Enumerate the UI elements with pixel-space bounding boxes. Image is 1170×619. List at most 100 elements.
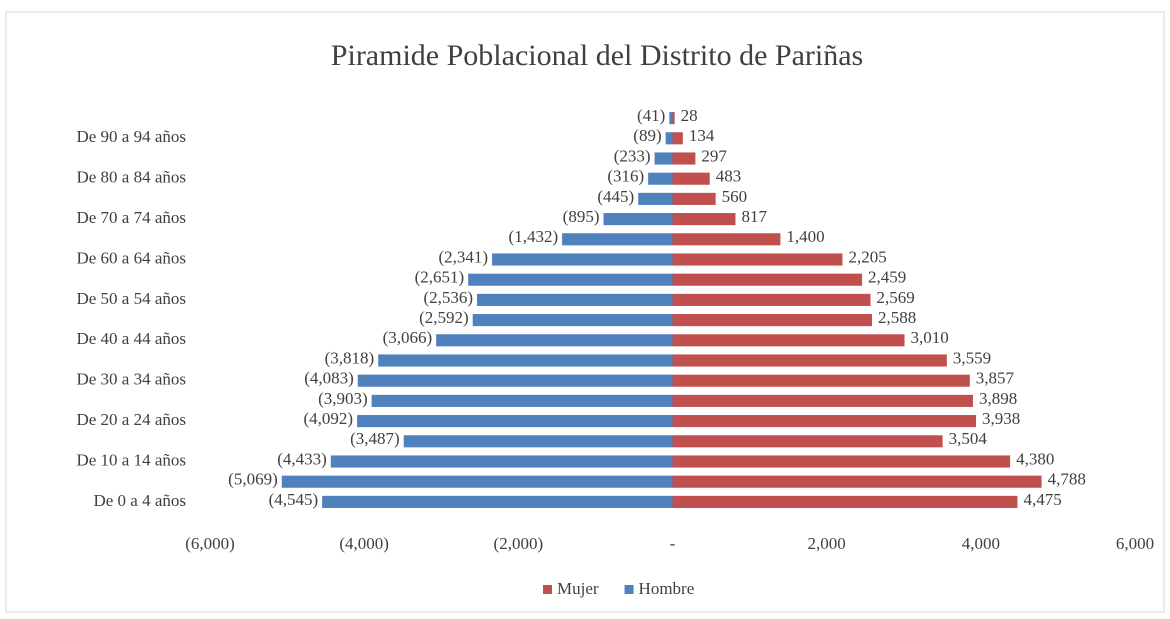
bar xyxy=(672,172,710,185)
bar xyxy=(672,112,675,125)
x-tick-label: - xyxy=(670,534,676,553)
y-tick-label: De 30 a 34 años xyxy=(76,370,186,389)
bar xyxy=(672,253,843,266)
bar xyxy=(603,213,673,226)
bar xyxy=(357,374,673,387)
bar xyxy=(672,334,905,347)
bar xyxy=(672,132,683,145)
data-label: 2,459 xyxy=(868,268,906,287)
bar xyxy=(672,152,696,165)
chart-title: Piramide Poblacional del Distrito de Par… xyxy=(331,39,863,72)
data-label: (2,536) xyxy=(423,288,473,307)
y-tick-label: De 90 a 94 años xyxy=(76,127,186,146)
data-label: (3,818) xyxy=(325,348,375,367)
data-label: (2,341) xyxy=(438,247,488,266)
y-tick-label: De 40 a 44 años xyxy=(76,329,186,348)
bar xyxy=(562,233,673,246)
data-label: 3,857 xyxy=(976,369,1015,388)
bar xyxy=(669,112,673,125)
y-tick-label: De 50 a 54 años xyxy=(76,289,186,308)
data-label: 3,938 xyxy=(982,409,1020,428)
data-label: 560 xyxy=(722,187,748,206)
data-label: (89) xyxy=(633,126,661,145)
data-label: (41) xyxy=(637,106,665,125)
x-tick-label: 6,000 xyxy=(1116,534,1154,553)
data-label: 4,475 xyxy=(1023,490,1061,509)
data-label: 4,788 xyxy=(1048,470,1086,489)
data-label: (4,433) xyxy=(277,449,327,468)
y-tick-label: De 70 a 74 años xyxy=(76,208,186,227)
x-tick-label: (6,000) xyxy=(185,534,235,553)
x-tick-label: 2,000 xyxy=(808,534,846,553)
data-label: (3,487) xyxy=(350,429,400,448)
bar xyxy=(672,293,871,306)
bar xyxy=(672,475,1042,488)
bar xyxy=(672,374,970,387)
bar xyxy=(378,354,673,367)
bar xyxy=(665,132,673,145)
data-label: (3,066) xyxy=(383,328,433,347)
data-label: (4,083) xyxy=(304,369,354,388)
data-label: (233) xyxy=(614,146,651,165)
data-label: 2,588 xyxy=(878,308,916,327)
bar xyxy=(492,253,673,266)
bar xyxy=(672,192,716,205)
chart-frame xyxy=(5,11,1165,613)
bar xyxy=(638,192,673,205)
data-label: 4,380 xyxy=(1016,449,1054,468)
bar xyxy=(672,273,863,286)
legend-swatch xyxy=(543,585,552,594)
bar xyxy=(672,455,1011,468)
bar xyxy=(672,233,781,246)
data-label: 3,559 xyxy=(953,348,991,367)
data-label: 817 xyxy=(741,207,767,226)
data-label: 483 xyxy=(716,167,742,186)
data-label: 297 xyxy=(701,146,727,165)
y-tick-label: De 10 a 14 años xyxy=(76,450,186,469)
data-label: (2,592) xyxy=(419,308,469,327)
data-label: (445) xyxy=(597,187,634,206)
y-tick-label: De 80 a 84 años xyxy=(76,168,186,187)
y-tick-label: De 60 a 64 años xyxy=(76,248,186,267)
x-tick-label: (4,000) xyxy=(339,534,389,553)
bar xyxy=(371,394,673,407)
y-tick-label: De 20 a 24 años xyxy=(76,410,186,429)
bar xyxy=(403,435,673,448)
bar xyxy=(672,435,943,448)
data-label: 2,205 xyxy=(848,247,886,266)
data-label: (5,069) xyxy=(228,470,278,489)
bar xyxy=(648,172,673,185)
bar xyxy=(672,314,872,327)
data-label: (1,432) xyxy=(509,227,559,246)
data-label: 2,569 xyxy=(877,288,915,307)
data-label: (2,651) xyxy=(415,268,465,287)
legend-swatch xyxy=(624,585,634,594)
data-label: (4,092) xyxy=(303,409,353,428)
bar xyxy=(672,394,973,407)
data-label: (4,545) xyxy=(269,490,319,509)
y-tick-label: De 0 a 4 años xyxy=(93,491,186,510)
bar xyxy=(330,455,673,468)
bar xyxy=(672,354,947,367)
x-tick-label: 4,000 xyxy=(962,534,1000,553)
bar xyxy=(468,273,673,286)
data-label: (316) xyxy=(607,167,644,186)
data-label: 134 xyxy=(689,126,715,145)
bar xyxy=(357,415,673,428)
bar xyxy=(672,415,977,428)
data-label: (3,903) xyxy=(318,389,368,408)
data-label: 28 xyxy=(681,106,698,125)
bar xyxy=(472,314,673,327)
bar xyxy=(672,213,736,226)
data-label: 3,898 xyxy=(979,389,1017,408)
bar xyxy=(477,293,673,306)
bar xyxy=(672,495,1018,508)
data-label: (895) xyxy=(563,207,600,226)
bar xyxy=(281,475,673,488)
data-label: 3,010 xyxy=(911,328,949,347)
legend-label: Hombre xyxy=(639,579,695,598)
bar xyxy=(654,152,673,165)
bar xyxy=(322,495,673,508)
data-label: 3,504 xyxy=(949,429,988,448)
